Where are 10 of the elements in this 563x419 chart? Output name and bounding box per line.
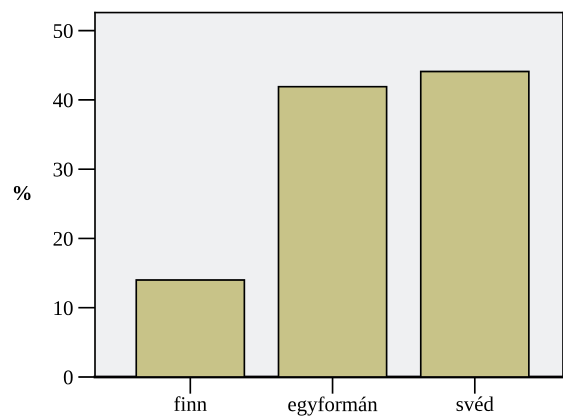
x-tick-label: egyformán (288, 396, 378, 416)
x-tick-label: svéd (456, 396, 494, 412)
x-tick-label: finn (174, 396, 207, 411)
y-tick-label: 20 (54, 232, 73, 246)
y-axis-title: % (14, 186, 31, 200)
y-tick-label: 40 (53, 93, 73, 108)
y-tick-label: 50 (54, 24, 73, 38)
y-tick-label: 30 (54, 162, 73, 177)
y-tick-label: 0 (64, 370, 73, 384)
y-tick-label: 10 (54, 301, 73, 316)
